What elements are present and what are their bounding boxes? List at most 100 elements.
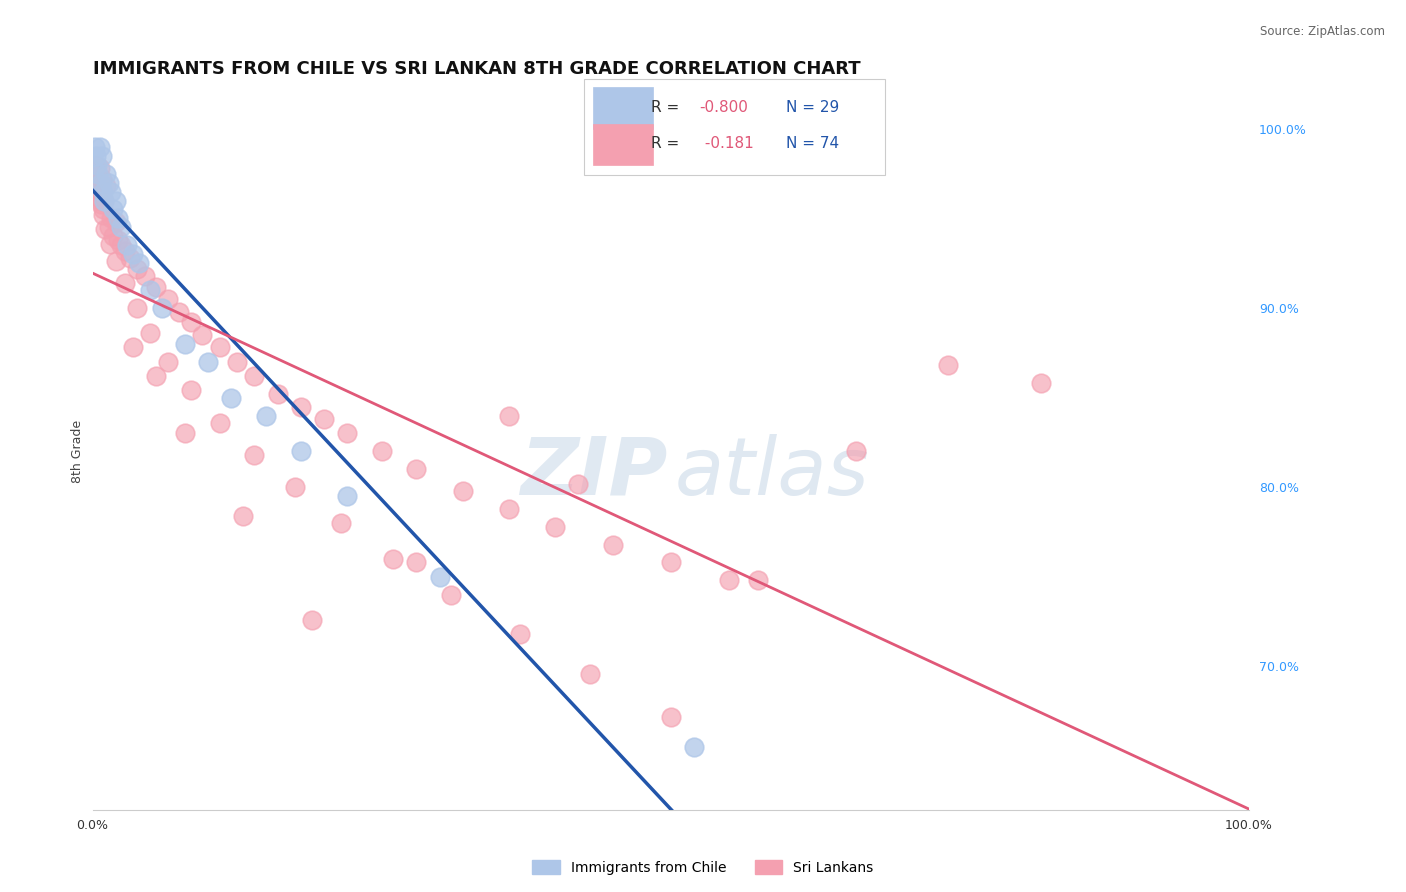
Point [169,304,191,318]
Point [330,516,353,530]
Point [103,202,125,217]
Point [90,194,112,208]
Point [290,444,312,458]
Point [110,238,132,252]
Point [145,279,167,293]
Point [174,426,197,441]
Point [125,301,148,315]
Point [87,185,110,199]
Point [266,387,288,401]
Point [284,480,307,494]
Point [139,283,162,297]
Point [91,202,114,217]
Point [86,158,108,172]
Point [84,149,107,163]
Point [93,194,115,208]
Point [429,570,451,584]
Point [301,613,323,627]
Y-axis label: 8th Grade: 8th Grade [72,420,84,483]
Point [440,588,463,602]
Point [509,627,531,641]
Point [498,501,520,516]
Text: IMMIGRANTS FROM CHILE VS SRI LANKAN 8TH GRADE CORRELATION CHART: IMMIGRANTS FROM CHILE VS SRI LANKAN 8TH … [93,60,860,78]
Text: N = 29: N = 29 [786,100,839,115]
Legend: Immigrants from Chile, Sri Lankans: Immigrants from Chile, Sri Lankans [527,855,879,880]
Point [145,369,167,384]
Point [197,355,219,369]
Point [100,185,122,199]
Point [89,161,111,176]
Point [208,416,231,430]
Point [128,256,150,270]
FancyBboxPatch shape [593,124,654,165]
Point [180,315,202,329]
Point [156,292,179,306]
Point [226,355,249,369]
Point [139,326,162,340]
Point [90,149,112,163]
Point [98,236,121,251]
Text: -0.181: -0.181 [700,136,754,152]
Point [579,666,602,681]
Point [117,238,139,252]
Point [107,233,129,247]
FancyBboxPatch shape [593,87,654,129]
Text: N = 74: N = 74 [786,136,839,152]
Point [104,254,127,268]
Point [83,140,105,154]
Text: R =: R = [651,136,685,152]
Point [544,519,567,533]
Point [118,251,141,265]
Point [90,172,112,186]
Point [747,574,769,588]
Point [180,384,202,398]
Point [221,391,243,405]
Point [96,167,118,181]
Point [191,327,214,342]
Point [114,276,136,290]
Point [717,574,740,588]
Point [451,483,474,498]
Point [232,508,254,523]
Point [938,359,960,373]
Point [336,426,359,441]
Point [83,158,105,172]
Point [91,208,114,222]
Text: R =: R = [651,100,685,115]
Point [91,185,114,199]
Point [122,341,145,355]
Point [845,444,868,458]
Point [659,709,682,723]
Point [96,179,118,194]
Point [498,409,520,423]
Point [567,476,589,491]
Point [405,462,427,476]
Point [405,556,427,570]
Point [156,355,179,369]
Point [87,190,110,204]
FancyBboxPatch shape [583,78,884,176]
Point [134,268,156,283]
Point [107,211,129,226]
Point [150,301,173,315]
Point [103,229,125,244]
Point [84,172,107,186]
Point [86,176,108,190]
Point [97,220,120,235]
Point [370,444,392,458]
Text: atlas: atlas [675,434,869,512]
Point [312,412,335,426]
Point [290,400,312,414]
Point [90,176,112,190]
Point [1029,376,1052,391]
Text: Source: ZipAtlas.com: Source: ZipAtlas.com [1260,25,1385,38]
Point [94,222,117,236]
Point [110,220,132,235]
Point [125,261,148,276]
Point [93,194,115,208]
Point [208,341,231,355]
Point [683,739,706,754]
Point [100,211,122,226]
Point [254,409,277,423]
Point [84,167,107,181]
